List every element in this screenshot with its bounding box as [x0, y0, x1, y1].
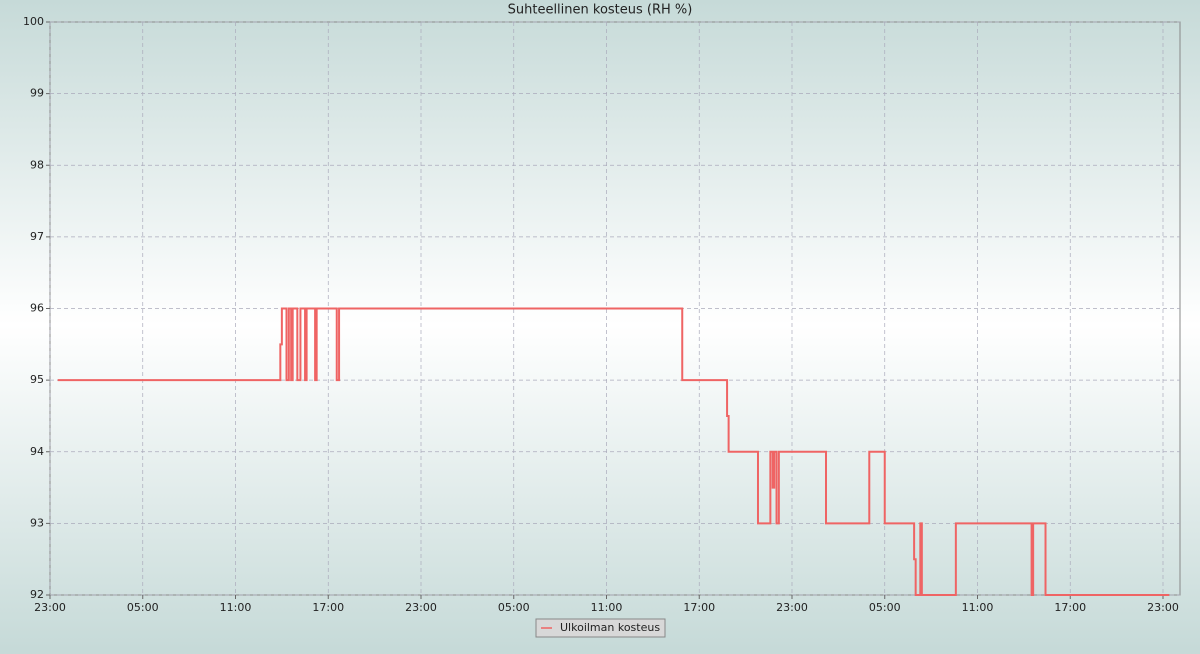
y-tick-label: 96: [30, 302, 44, 315]
y-tick-label: 100: [23, 15, 44, 28]
x-tick-label: 23:00: [1147, 601, 1179, 614]
y-tick-label: 95: [30, 373, 44, 386]
legend-box: [535, 618, 666, 638]
x-tick-label: 11:00: [220, 601, 252, 614]
x-tick-label: 23:00: [405, 601, 437, 614]
x-tick-label: 05:00: [127, 601, 159, 614]
legend-label: Ulkoilman kosteus: [560, 621, 660, 634]
y-tick-label: 97: [30, 230, 44, 243]
x-tick-label: 17:00: [683, 601, 715, 614]
x-tick-label: 05:00: [869, 601, 901, 614]
y-tick-label: 94: [30, 445, 44, 458]
x-tick-label: 05:00: [498, 601, 530, 614]
x-tick-label: 23:00: [34, 601, 66, 614]
x-tick-label: 11:00: [962, 601, 994, 614]
x-tick-label: 17:00: [1054, 601, 1086, 614]
x-tick-label: 17:00: [312, 601, 344, 614]
y-tick-label: 93: [30, 516, 44, 529]
y-tick-label: 99: [30, 87, 44, 100]
chart-title: Suhteellinen kosteus (RH %): [508, 3, 693, 18]
x-tick-label: 11:00: [591, 601, 623, 614]
data-line: [57, 307, 1170, 596]
x-tick-label: 23:00: [776, 601, 808, 614]
y-tick-label: 98: [30, 158, 44, 171]
y-tick-label: 92: [30, 588, 44, 601]
